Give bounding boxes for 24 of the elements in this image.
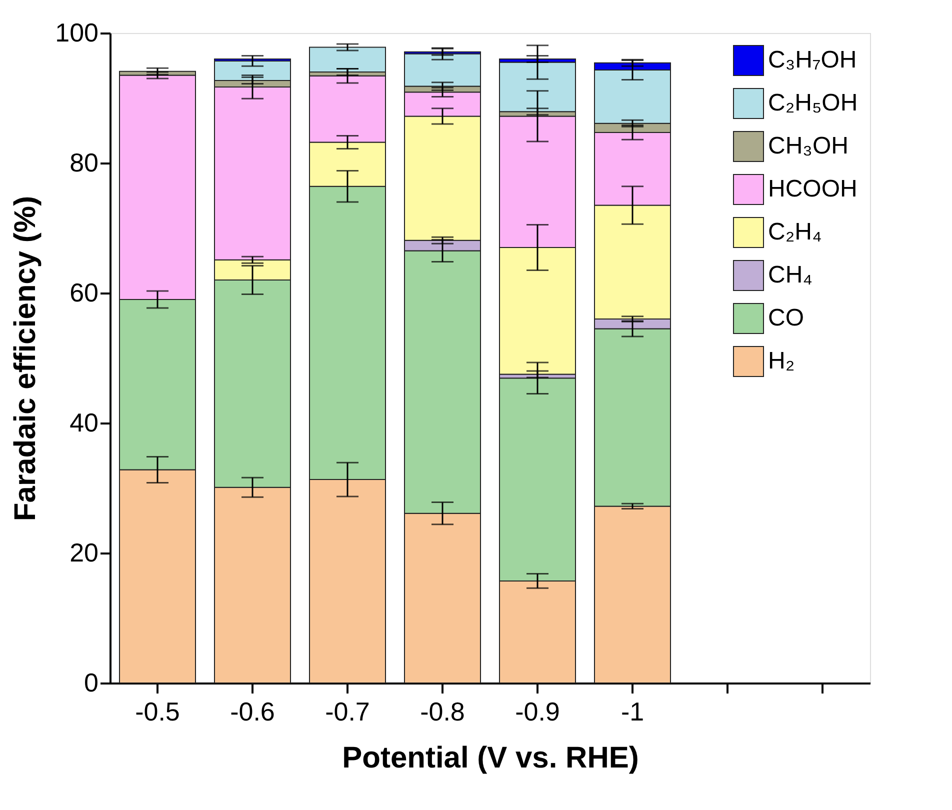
legend-label: C₃H₇OH xyxy=(768,46,857,74)
x-tick-label: -0.9 xyxy=(515,696,560,726)
legend-label: HCOOH xyxy=(768,176,858,202)
y-tick-label: 80 xyxy=(70,148,98,178)
x-tick-label: -0.5 xyxy=(135,696,180,726)
x-tick-label: -0.8 xyxy=(420,696,465,726)
x-tick-label: -0.7 xyxy=(325,696,370,726)
bar xyxy=(499,62,576,112)
legend-label: C₂H₄ xyxy=(768,218,822,246)
y-tick-label: 0 xyxy=(84,668,98,698)
x-axis-title: Potential (V vs. RHE) xyxy=(342,742,639,774)
y-tick-label: 100 xyxy=(55,18,98,48)
y-axis-title: Faradaic efficiency (%) xyxy=(9,196,42,522)
y-tick-label: 60 xyxy=(70,278,98,308)
legend-label: CH₄ xyxy=(768,262,812,288)
x-tick-label: -1 xyxy=(620,696,644,726)
legend-label: C₂H₅OH xyxy=(768,90,858,116)
bar xyxy=(309,46,386,72)
legend-label: CO xyxy=(768,304,804,332)
y-tick-label: 40 xyxy=(70,408,98,438)
y-tick-label: 20 xyxy=(70,538,98,568)
legend-label: CH₃OH xyxy=(768,132,848,160)
legend-label: H₂ xyxy=(768,348,795,374)
x-tick-label: -0.6 xyxy=(230,696,275,726)
